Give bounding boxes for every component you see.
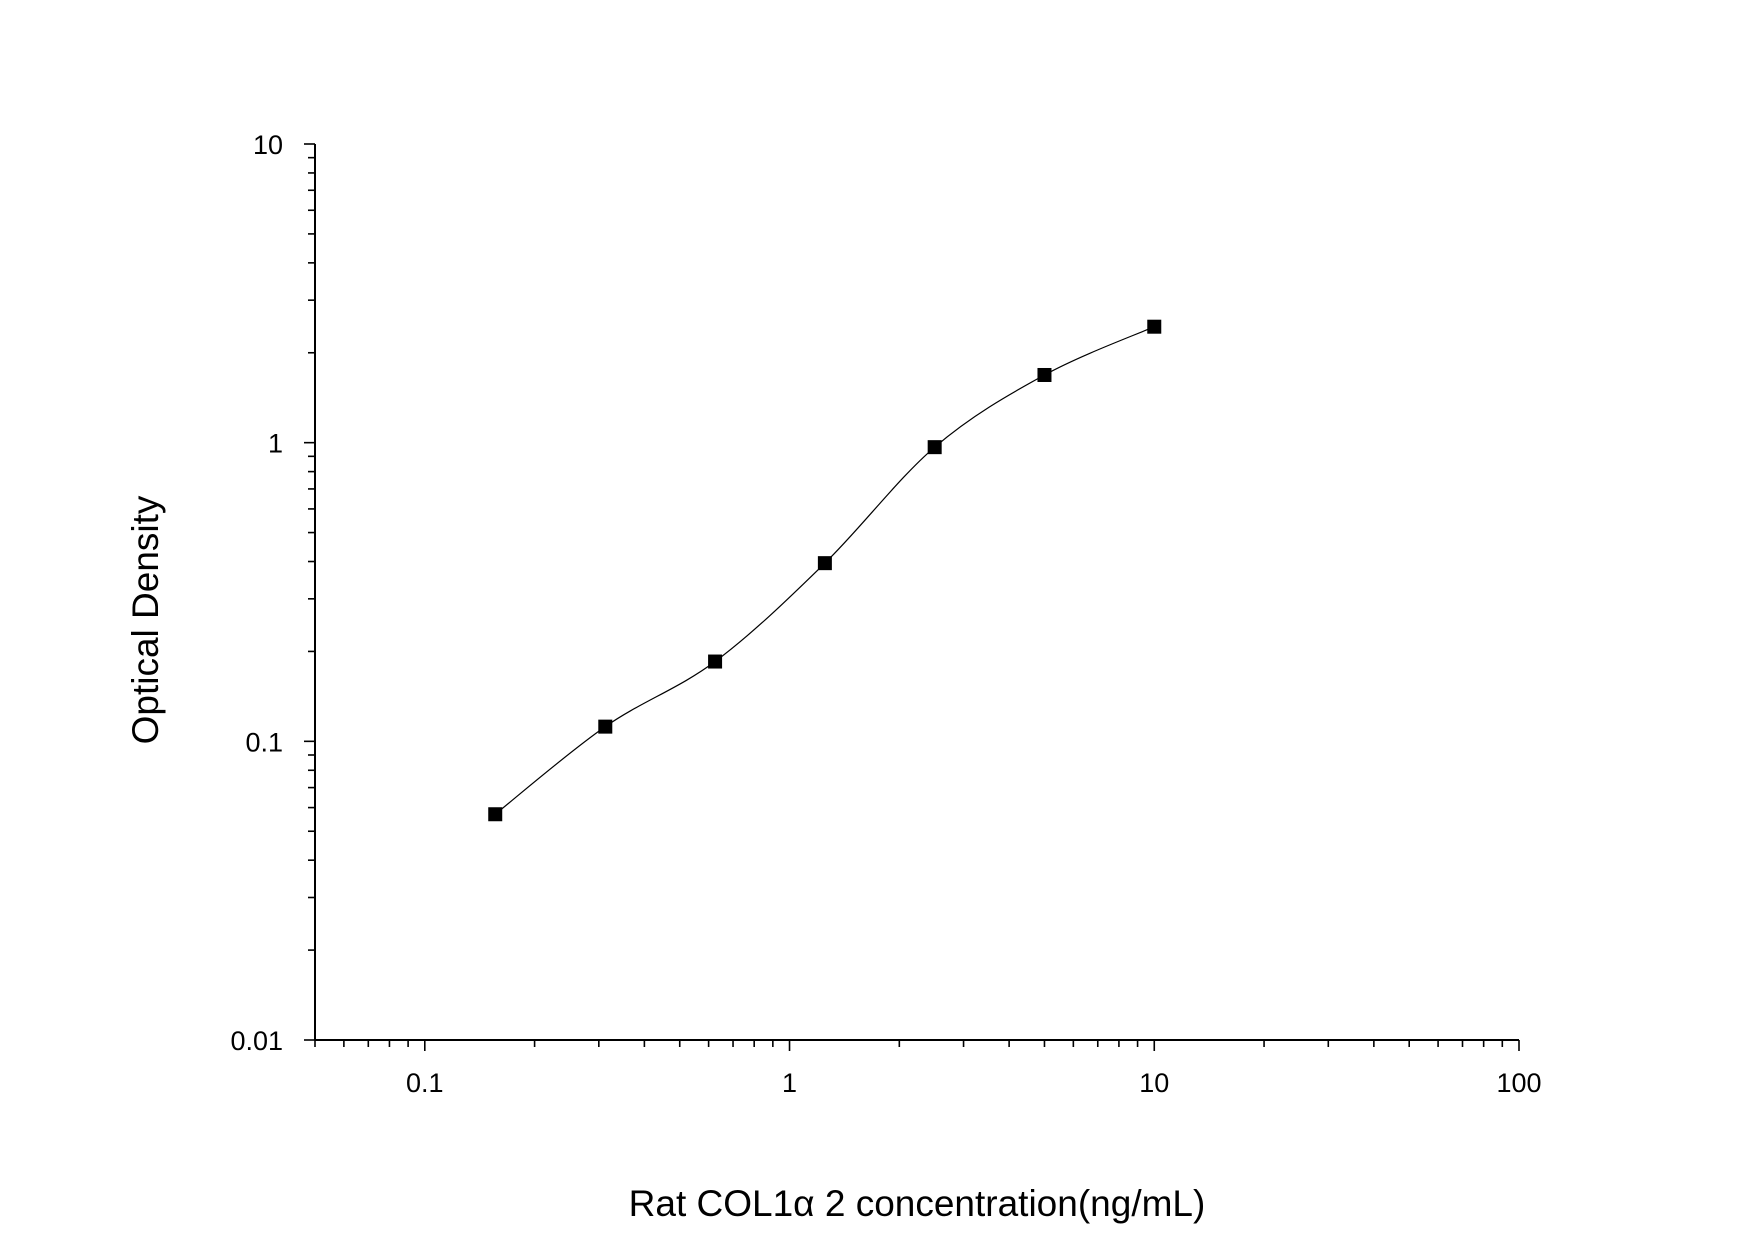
data-point	[1147, 319, 1162, 334]
y-axis-title: Optical Density	[125, 495, 166, 744]
y-tick-label: 0.01	[230, 1026, 283, 1056]
x-tick-label: 100	[1496, 1068, 1541, 1098]
y-tick-label: 0.1	[245, 727, 283, 757]
data-point	[1037, 367, 1052, 382]
data-point	[598, 719, 613, 734]
data-point	[708, 654, 723, 669]
data-point	[488, 807, 503, 822]
x-tick-label: 1	[782, 1068, 797, 1098]
data-points	[488, 319, 1162, 822]
y-tick-label: 1	[268, 429, 283, 459]
x-tick-label: 10	[1139, 1068, 1169, 1098]
axes: 0.1 1 10 100 0.01 0.1 1 10	[230, 130, 1541, 1098]
x-axis-title: Rat COL1α 2 concentration(ng/mL)	[629, 1183, 1206, 1224]
fit-curve	[494, 326, 1155, 815]
data-point	[927, 440, 942, 455]
x-tick-label: 0.1	[406, 1068, 444, 1098]
data-point	[817, 556, 832, 571]
y-tick-label: 10	[253, 130, 283, 160]
